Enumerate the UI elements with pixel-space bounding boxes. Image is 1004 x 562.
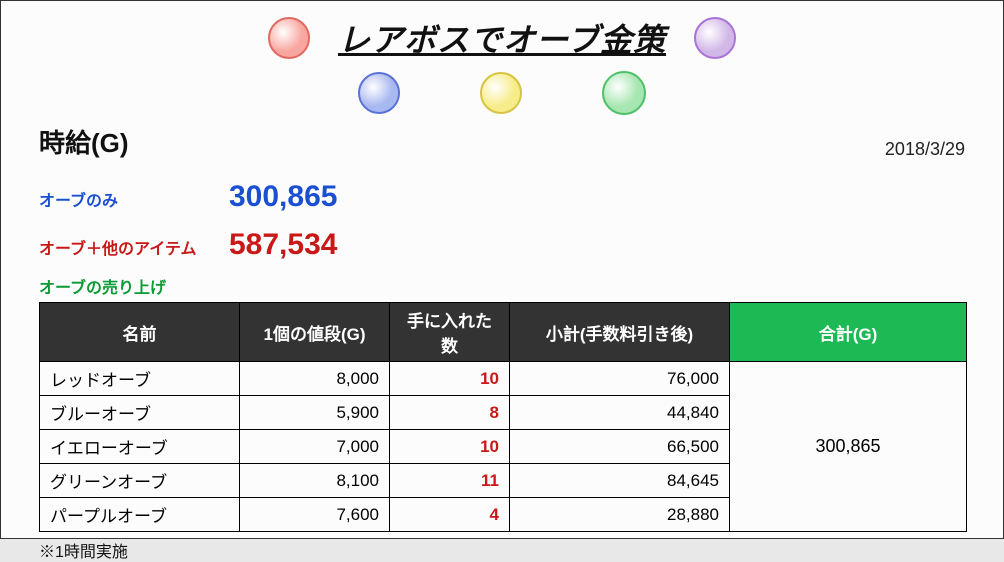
stat-orb-plus: オーブ＋他のアイテム 587,534 <box>1 228 1003 262</box>
col-price: 1個の値段(G) <box>240 303 390 362</box>
page-title: レアボスでオーブ金策 <box>338 15 666 61</box>
cell-price: 5,900 <box>240 396 390 430</box>
cell-subtotal: 44,840 <box>510 396 730 430</box>
yellow-orb-icon <box>480 72 522 114</box>
cell-count: 11 <box>390 464 510 498</box>
stat-label: オーブ＋他のアイテム <box>39 235 229 259</box>
blue-orb-icon <box>358 72 400 114</box>
cell-name: グリーンオーブ <box>40 464 240 498</box>
orb-table: 名前 1個の値段(G) 手に入れた数 小計(手数料引き後) 合計(G) レッドオ… <box>39 302 967 532</box>
cell-count: 8 <box>390 396 510 430</box>
orb-row <box>1 71 1003 115</box>
note: ※1時間実施 <box>1 538 1003 562</box>
cell-name: イエローオーブ <box>40 430 240 464</box>
stat-value: 587,534 <box>229 228 337 262</box>
cell-subtotal: 84,645 <box>510 464 730 498</box>
green-orb-icon <box>602 71 646 115</box>
cell-count: 4 <box>390 498 510 532</box>
purple-orb-icon <box>694 17 736 59</box>
red-orb-icon <box>268 17 310 59</box>
table-row: レッドオーブ8,0001076,000300,865 <box>40 362 967 396</box>
page: レアボスでオーブ金策 時給(G) 2018/3/29 オーブのみ 300,865… <box>0 0 1004 539</box>
stat-orb-only: オーブのみ 300,865 <box>1 180 1003 214</box>
col-name: 名前 <box>40 303 240 362</box>
cell-subtotal: 76,000 <box>510 362 730 396</box>
date-label: 2018/3/29 <box>885 139 965 160</box>
cell-price: 7,000 <box>240 430 390 464</box>
section-head: 時給(G) 2018/3/29 <box>1 115 1003 160</box>
cell-name: パープルオーブ <box>40 498 240 532</box>
stat-label: オーブのみ <box>39 187 229 211</box>
cell-total: 300,865 <box>730 362 967 532</box>
cell-price: 8,000 <box>240 362 390 396</box>
cell-price: 8,100 <box>240 464 390 498</box>
cell-name: レッドオーブ <box>40 362 240 396</box>
title-row: レアボスでオーブ金策 <box>1 1 1003 61</box>
cell-count: 10 <box>390 362 510 396</box>
cell-subtotal: 28,880 <box>510 498 730 532</box>
col-count: 手に入れた数 <box>390 303 510 362</box>
cell-count: 10 <box>390 430 510 464</box>
col-subtotal: 小計(手数料引き後) <box>510 303 730 362</box>
stat-value: 300,865 <box>229 180 337 214</box>
cell-name: ブルーオーブ <box>40 396 240 430</box>
cell-subtotal: 66,500 <box>510 430 730 464</box>
cell-price: 7,600 <box>240 498 390 532</box>
hourly-label: 時給(G) <box>39 123 129 160</box>
col-total: 合計(G) <box>730 303 967 362</box>
table-header-row: 名前 1個の値段(G) 手に入れた数 小計(手数料引き後) 合計(G) <box>40 303 967 362</box>
sales-label: オーブの売り上げ <box>1 274 1003 298</box>
